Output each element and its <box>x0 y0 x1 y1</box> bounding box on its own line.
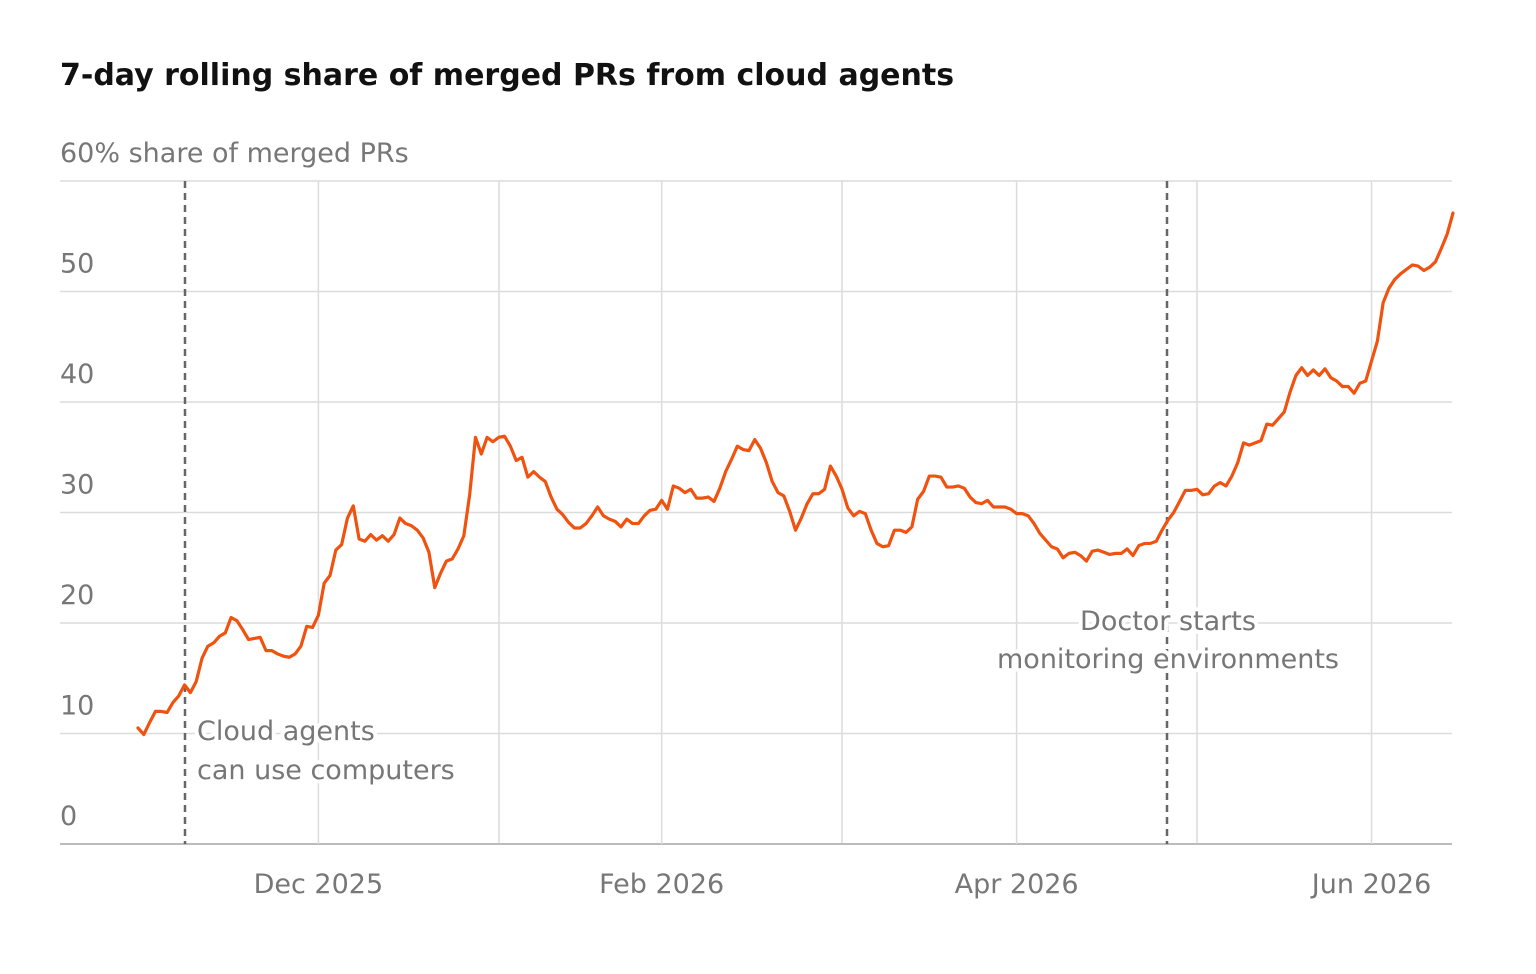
y-tick-label: 10 <box>60 691 94 722</box>
annotation: monitoring environments <box>997 644 1339 675</box>
annotation: can use computers <box>197 755 455 786</box>
y-tick-label: 50 <box>60 249 94 280</box>
x-tick-label: Apr 2026 <box>955 869 1079 900</box>
y-tick-label: 30 <box>60 470 94 501</box>
chart-title: 7-day rolling share of merged PRs from c… <box>60 58 954 93</box>
annotation: Cloud agents <box>197 716 375 747</box>
plot-layer <box>136 211 1455 737</box>
annotation: Doctor starts <box>1080 606 1256 637</box>
y-tick-label: 20 <box>60 580 94 611</box>
x-tick-label: Jun 2026 <box>1310 869 1431 900</box>
x-tick-label: Dec 2025 <box>254 869 384 900</box>
y-tick-label: 60% share of merged PRs <box>60 138 409 169</box>
y-tick-label: 40 <box>60 359 94 390</box>
x-tick-label: Feb 2026 <box>599 869 724 900</box>
y-tick-label: 0 <box>60 801 77 832</box>
data-line <box>136 211 1455 737</box>
